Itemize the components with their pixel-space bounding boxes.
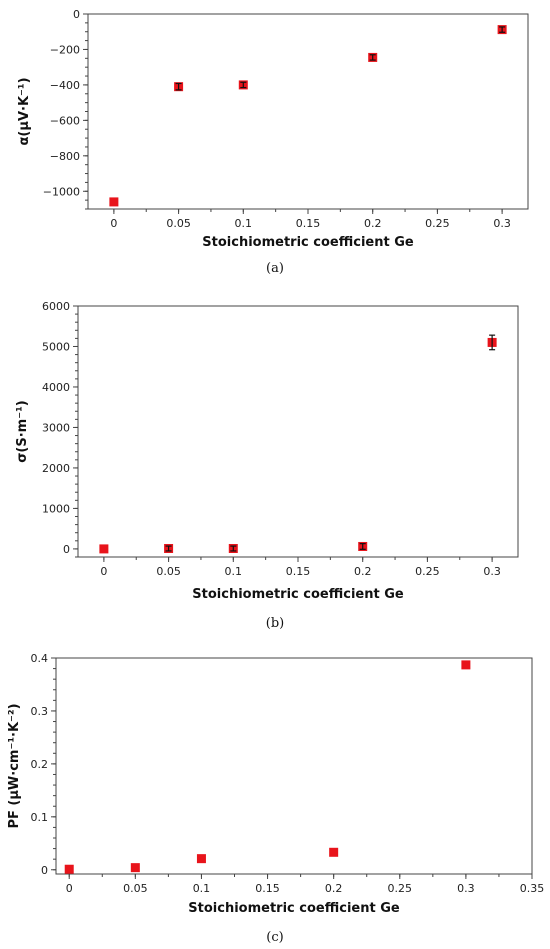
data-point [99,544,109,554]
x-tick-label: 0.1 [235,217,253,230]
x-tick-label: 0.25 [388,882,413,895]
data-point [196,854,206,864]
data-point [109,197,119,207]
y-tick-label: 0.3 [31,705,49,718]
plot-frame [87,13,529,210]
data-point [130,863,140,873]
x-axis-label: Stoichiometric coefficient Ge [192,587,404,602]
y-axis-label: α(μV·K⁻¹) [17,77,32,145]
panel-caption: (c) [266,930,283,945]
data-point [329,847,339,857]
data-point [461,660,471,670]
y-tick-label: 4000 [42,381,70,394]
y-tick-label: 0 [63,543,70,556]
y-tick-label: −400 [50,79,80,92]
y-axis-label: σ(S·m⁻¹) [15,400,30,462]
x-tick-label: 0.3 [483,565,501,578]
x-tick-label: 0 [110,217,117,230]
x-tick-label: 0.2 [364,217,382,230]
y-tick-label: 2000 [42,462,70,475]
x-tick-label: 0.1 [225,565,243,578]
x-tick-label: 0 [66,882,73,895]
x-tick-label: 0.25 [415,565,440,578]
x-tick-label: 0.3 [457,882,475,895]
plot-frame [77,305,519,558]
y-tick-label: 0.4 [31,652,49,665]
x-tick-label: 0.2 [354,565,372,578]
x-axis-label: Stoichiometric coefficient Ge [188,901,400,916]
y-tick-label: 0 [41,864,48,877]
data-point [64,864,74,874]
y-axis-label: PF (μW·cm⁻¹·K⁻²) [7,703,22,828]
x-tick-label: 0.05 [123,882,148,895]
y-tick-label: −600 [50,114,80,127]
x-tick-label: 0.15 [296,217,321,230]
panel-caption: (b) [266,616,284,631]
x-tick-label: 0.35 [520,882,545,895]
y-tick-label: 1000 [42,502,70,515]
y-tick-label: 5000 [42,340,70,353]
y-tick-label: −800 [50,150,80,163]
x-tick-label: 0.1 [193,882,211,895]
x-tick-label: 0.2 [325,882,343,895]
panel-caption: (a) [266,261,284,276]
x-tick-label: 0.3 [493,217,511,230]
y-tick-label: 0.2 [31,758,49,771]
y-tick-label: 6000 [42,300,70,313]
chart-panel-1: 0 0.05 0.1 0.15 0.2 0.25 0.3 0 1000 2000 3000 4000 5… [15,300,519,631]
y-tick-label: 3000 [42,421,70,434]
x-tick-label: 0.05 [166,217,191,230]
y-tick-label: 0 [73,8,80,21]
plot-frame [55,657,533,875]
y-tick-label: −200 [50,43,80,56]
y-tick-label: −1000 [43,185,80,198]
x-axis-label: Stoichiometric coefficient Ge [202,235,414,250]
y-tick-label: 0.1 [31,811,49,824]
x-tick-label: 0.25 [425,217,450,230]
x-tick-label: 0.15 [255,882,280,895]
chart-panel-2: 0 0.05 0.1 0.15 0.2 0.25 0.3 0.35 0 0.1 0.2 0.3 0.4 S… [7,652,544,945]
x-tick-label: 0.15 [286,565,311,578]
chart-panel-0: 0 0.05 0.1 0.15 0.2 0.25 0.3 0 −200 −400 −600 −800 −… [17,8,529,276]
x-tick-label: 0.05 [156,565,181,578]
x-tick-label: 0 [100,565,107,578]
